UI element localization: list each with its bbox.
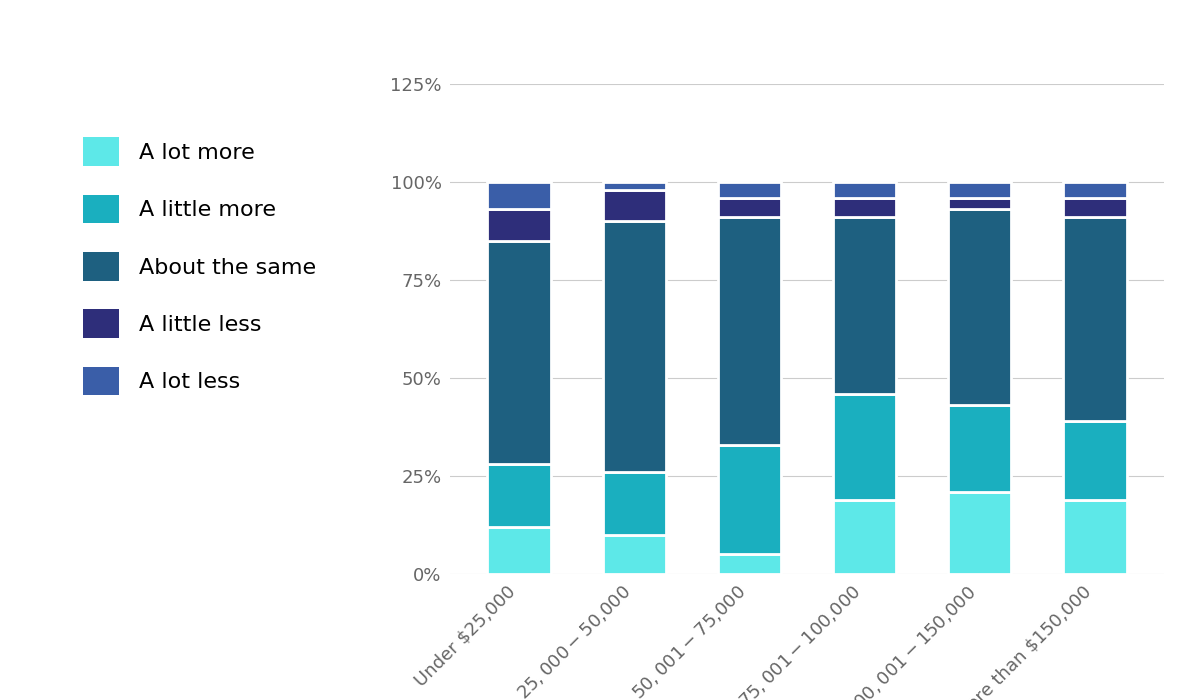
- Bar: [833, 217, 896, 393]
- Bar: [718, 217, 781, 444]
- Bar: [487, 182, 551, 209]
- Bar: [602, 182, 666, 190]
- Bar: [948, 182, 1012, 197]
- Bar: [833, 500, 896, 574]
- Bar: [1063, 500, 1127, 574]
- Legend: A lot more, A little more, About the same, A little less, A lot less: A lot more, A little more, About the sam…: [83, 137, 316, 396]
- Bar: [833, 182, 896, 197]
- Bar: [718, 554, 781, 574]
- Bar: [718, 197, 781, 217]
- Bar: [1063, 197, 1127, 217]
- Bar: [948, 197, 1012, 209]
- Bar: [948, 405, 1012, 491]
- Bar: [1063, 217, 1127, 421]
- Bar: [487, 209, 551, 241]
- Bar: [1063, 182, 1127, 197]
- Bar: [487, 464, 551, 527]
- Bar: [602, 190, 666, 221]
- Bar: [602, 221, 666, 472]
- Bar: [602, 535, 666, 574]
- Bar: [718, 182, 781, 197]
- Bar: [833, 393, 896, 500]
- Bar: [602, 472, 666, 535]
- Bar: [948, 209, 1012, 405]
- Bar: [1063, 421, 1127, 500]
- Bar: [718, 444, 781, 554]
- Bar: [487, 527, 551, 574]
- Bar: [487, 241, 551, 464]
- Bar: [948, 491, 1012, 574]
- Bar: [833, 197, 896, 217]
